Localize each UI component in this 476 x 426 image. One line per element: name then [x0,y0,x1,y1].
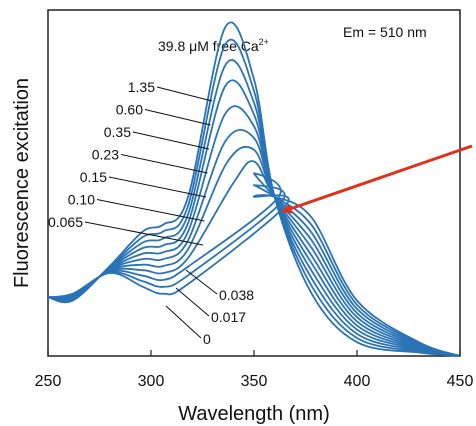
leader-line [185,269,218,295]
emission-annotation: Em = 510 nm [343,24,427,40]
spectrum-line-0-35 [47,79,461,357]
leader-line [84,221,204,246]
x-tick-label: 250 [35,373,62,390]
concentration-label: 0.10 [68,192,95,208]
y-axis-label: Fluorescence excitation [11,78,33,288]
top-series-label-superscript: 2+ [259,37,269,47]
spectrum-line-1-35 [47,38,461,357]
spectrum-line-0-60 [47,59,461,357]
spectrum-line-0-038 [47,172,461,357]
leader-line [175,287,210,317]
concentration-label: 0.35 [104,124,131,140]
concentration-label: 1.35 [128,79,155,95]
label-leader-lines [84,86,218,339]
isosbestic-arrow [281,144,473,214]
top-series-label: 39.8 μM free Ca2+ [158,37,269,54]
x-axis-label: Wavelength (nm) [178,403,330,425]
concentration-label: 0.15 [80,169,107,185]
concentration-label: 0.065 [48,214,83,230]
leader-line [120,154,208,174]
leader-line [144,109,211,126]
spectrum-line-0-15 [47,128,461,357]
leader-line [165,305,202,339]
x-tick-label: 350 [241,373,268,390]
leader-line [108,176,207,198]
spectrum-line-0-10 [47,145,461,357]
concentration-label: 0.038 [219,287,254,303]
spectrum-line-0-065 [47,160,461,357]
spectra-curves [47,21,461,357]
spectrum-line-0 [47,194,461,357]
concentration-label: 0.60 [116,102,143,118]
x-tick-label: 450 [447,373,474,390]
plot-area-frame [47,9,461,357]
x-tick-label: 300 [138,373,165,390]
x-axis-ticks: 250 300 350 400 450 [35,350,474,390]
leader-line [132,131,210,150]
leader-line [156,86,213,102]
concentration-label: 0.017 [211,309,246,325]
spectrum-line-0-23 [47,105,461,357]
concentration-label: 0 [203,331,211,347]
leader-line [96,199,205,222]
x-tick-label: 400 [344,373,371,390]
concentration-label: 0.23 [92,147,119,163]
top-series-label-text: 39.8 μM free Ca [158,38,259,54]
spectrum-line-39-8 [47,21,461,357]
